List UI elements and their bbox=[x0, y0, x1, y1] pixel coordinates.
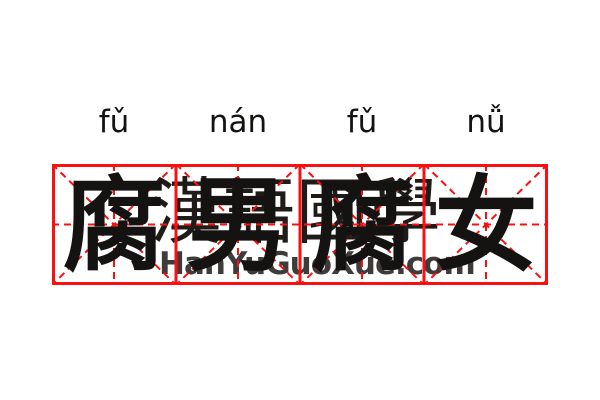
watermark-cjk-text: 漢語國學 bbox=[150, 170, 443, 254]
pinyin-syllable-4: nǚ bbox=[466, 104, 506, 140]
pinyin-syllable-2: nán bbox=[208, 104, 268, 140]
grid-cell-1: 腐 bbox=[52, 164, 176, 285]
pinyin-syllable-1: fǔ bbox=[98, 104, 130, 140]
hanzi-character-2: 男 bbox=[186, 166, 290, 286]
grid-cell-3: 腐 bbox=[300, 164, 424, 285]
pinyin-syllable-3: fǔ bbox=[346, 104, 378, 140]
character-row: 腐 男 腐 女 bbox=[52, 164, 548, 285]
hanzi-character-4: 女 bbox=[434, 166, 538, 286]
hanzi-character-3: 腐 bbox=[310, 166, 414, 286]
grid-cell-2: 男 bbox=[176, 164, 300, 285]
hanzi-character-1: 腐 bbox=[62, 166, 166, 286]
grid-cell-4: 女 bbox=[424, 164, 548, 285]
pinyin-row: fǔ nán fǔ nǚ bbox=[52, 100, 548, 144]
practice-grid bbox=[52, 164, 548, 285]
